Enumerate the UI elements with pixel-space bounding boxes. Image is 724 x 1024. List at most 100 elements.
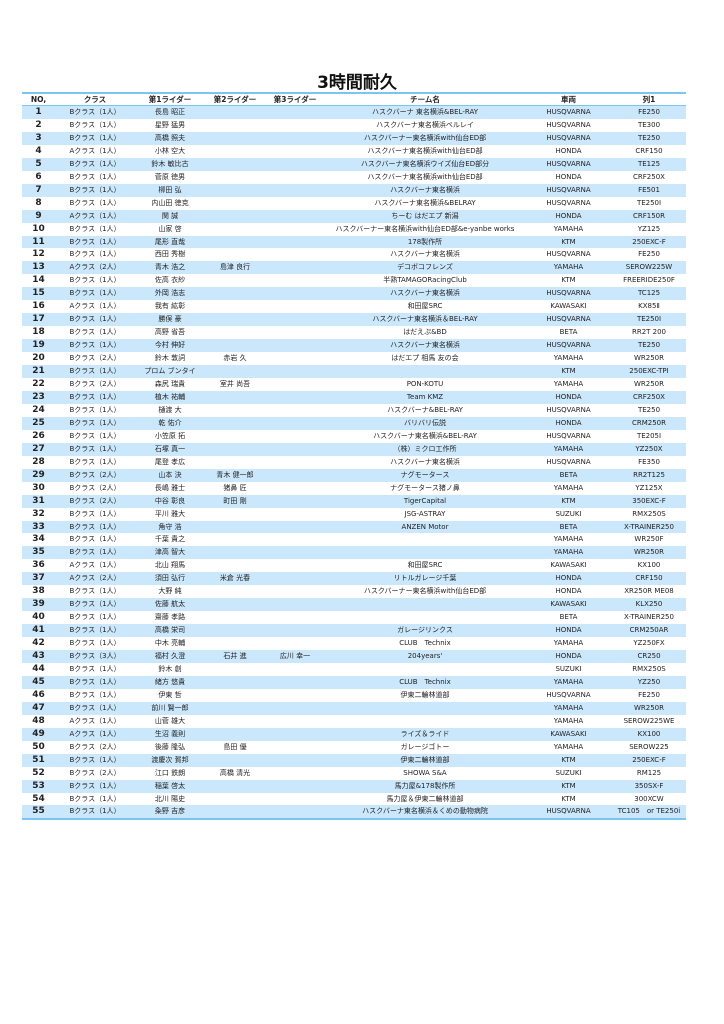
cell-rider-3 [265,520,325,534]
cell-rider-2 [205,287,265,301]
cell-class: Bクラス（1人） [55,416,135,430]
cell-team-name: ハスクバーナ東名横浜 [325,183,525,197]
cell-class: Bクラス（2人） [69,354,121,363]
table-row: 47 Bクラス（1人） 前川 賢一郎 YAMAHA WR250R [22,701,686,715]
cell-rider-1: 北山 翔馬 [154,561,186,570]
table-row: 13 Aクラス（2人） 青木 浩之 島津 良行 デコボコフレンズ YAMAHA SEROW2… [22,261,686,275]
cell-rider-2: 青木 健一郎 [205,468,265,482]
cell-model: X-TRAINER250 [612,520,686,534]
cell-rider-1: 緒方 悠貴 [135,675,205,689]
cell-class: Aクラス（1人） [69,302,121,311]
table-row: 34 Bクラス（1人） 千葉 貴之 YAMAHA WR250F [22,533,686,546]
cell-entry-number: 42 [32,638,45,649]
cell-entry-number: 30 [32,482,45,493]
header-row: NO, クラス 第1ライダー 第2ライダー 第3ライダー チーム名 車両 列1 [22,93,686,106]
cell-rider-2 [205,248,265,261]
cell-rider-3: 広川 幸一 [265,650,325,663]
cell-model: CRM250R [612,416,686,430]
cell-team-name: 馬力屋＆伊東二輪林道部 [386,794,464,803]
header-vehicle-make: 車両 [525,93,612,106]
cell-vehicle-make: YAMAHA [553,380,584,389]
cell-rider-3 [265,326,325,339]
cell-rider-3 [265,546,325,560]
cell-model: WR250R [612,701,686,715]
cell-vehicle-make: KAWASAKI [550,561,587,570]
cell-team-name: ハスクバーナ東名横浜with仙台ED部 [367,172,483,181]
table-row: 36 Aクラス（1人） 北山 翔馬 和田屋SRC KAWASAKI KX100 [22,559,686,572]
cell-rider-3 [265,300,325,313]
table-row: 44 Bクラス（1人） 鈴木 創 SUZUKI RMX250S [22,663,686,676]
cell-team-name: ハスクバーナ東名横浜ベルレイ [376,120,474,129]
cell-rider-2 [205,209,265,223]
cell-rider-1: 須田 弘行 [135,572,205,586]
cell-vehicle-make: HUSQVARNA [525,339,612,353]
cell-team-name: ちーむ はだエプ 新潟 [325,209,525,223]
cell-entry-number: 4 [35,145,42,156]
cell-entry-number: 51 [22,753,55,767]
table-row: 14 Bクラス（1人） 佐高 衣紗 半熟TAMAGORacingClub KTM FREE… [22,274,686,287]
cell-rider-1: 佐高 衣紗 [154,276,186,285]
cell-model: SEROW225WE [623,716,675,725]
table-row: 30 Bクラス（2人） 長嶋 雅士 猪鼻 匠 ナグモータース猪ノ鼻 YAMAHA YZ125… [22,482,686,495]
cell-vehicle-make: HUSQVARNA [546,198,591,207]
cell-rider-3 [265,157,325,171]
cell-class: Bクラス（1人） [55,546,135,560]
cell-vehicle-make: HUSQVARNA [525,313,612,327]
cell-team-name: はだエプ 相馬 友の会 [391,354,459,363]
cell-entry-number: 24 [32,404,45,415]
cell-rider-1: 山家 啓 [158,224,182,233]
cell-rider-1: 長島 昭正 [135,105,205,119]
cell-team-name: ナグモータース [325,468,525,482]
cell-rider-3 [265,378,325,391]
cell-vehicle-make: HUSQVARNA [546,431,591,440]
cell-entry-number: 5 [22,157,55,171]
cell-class: Aクラス（2人） [55,261,135,275]
cell-team-name: 伊東二輪林道部 [325,753,525,767]
table-row: 2 Bクラス（1人） 星野 猛男 ハスクバーナ東名横浜ベルレイ HUSQVARNA TE3… [22,119,686,132]
table-row: 19 Bクラス（1人） 今村 伸好 ハスクバーナ東名横浜 HUSQVARNA TE250 [22,339,686,353]
cell-team-name: Team KMZ [325,390,525,404]
table-row: 10 Bクラス（1人） 山家 啓 ハスクバーナー東名横浜with仙台ED部&e-yan… [22,223,686,236]
cell-model: TE300 [637,120,661,129]
cell-rider-2 [205,793,265,806]
table-row: 20 Bクラス（2人） 鈴木 敦詞 赤岩 久 はだエプ 相馬 友の会 YAMAHA WR25… [22,352,686,365]
table-row: 29 Bクラス（2人） 山本 決青木 健一郎 ナグモータース BETA RR2T125 [22,468,686,482]
cell-model: 350SX-F [612,779,686,793]
cell-entry-number: 44 [32,663,45,674]
cell-rider-2: 町田 剛 [205,494,265,508]
cell-rider-3 [265,533,325,546]
table-row: 41 Bクラス（1人） 高橋 栄司 ガレージリンクス HONDA CRM250AR [22,624,686,638]
cell-team-name: ナグモータース猪ノ鼻 [390,483,460,492]
cell-vehicle-make: HUSQVARNA [525,183,612,197]
cell-team-name: ハスクバーナー東名横浜with仙台ED部&e-yanbe works [335,224,515,233]
cell-rider-3 [265,119,325,132]
cell-vehicle-make: BETA [559,613,578,622]
cell-class: Bクラス（1人） [69,328,121,337]
cell-rider-1: 小林 空大 [154,146,186,155]
cell-class: Bクラス（1人） [69,535,121,544]
cell-team-name [325,701,525,715]
cell-team-name: 馬力屋&178製作所 [325,779,525,793]
table-row: 32 Bクラス（1人） 平川 雅大 JSG-ASTRAY SUZUKI RMX250S [22,508,686,521]
header-rider-2: 第2ライダー [205,93,265,106]
cell-rider-3 [265,197,325,210]
cell-entry-number: 38 [32,586,45,597]
cell-team-name: 204years' [325,650,525,663]
cell-rider-2 [205,197,265,210]
cell-rider-2 [205,183,265,197]
cell-team-name: デコボコフレンズ [325,261,525,275]
cell-rider-1: 稲葉 啓太 [135,779,205,793]
cell-rider-1: 尾登 孝広 [154,457,186,466]
cell-model: 250EXC-F [612,753,686,767]
cell-entry-number: 31 [22,494,55,508]
cell-rider-2 [205,105,265,119]
cell-class: Bクラス（1人） [69,509,121,518]
cell-class: Bクラス（1人） [69,613,121,622]
cell-rider-2 [205,430,265,443]
cell-rider-3 [265,779,325,793]
cell-rider-3 [265,390,325,404]
cell-rider-3 [265,624,325,638]
cell-entry-number: 45 [22,675,55,689]
cell-class: Bクラス（1人） [55,442,135,456]
cell-entry-number: 23 [22,390,55,404]
